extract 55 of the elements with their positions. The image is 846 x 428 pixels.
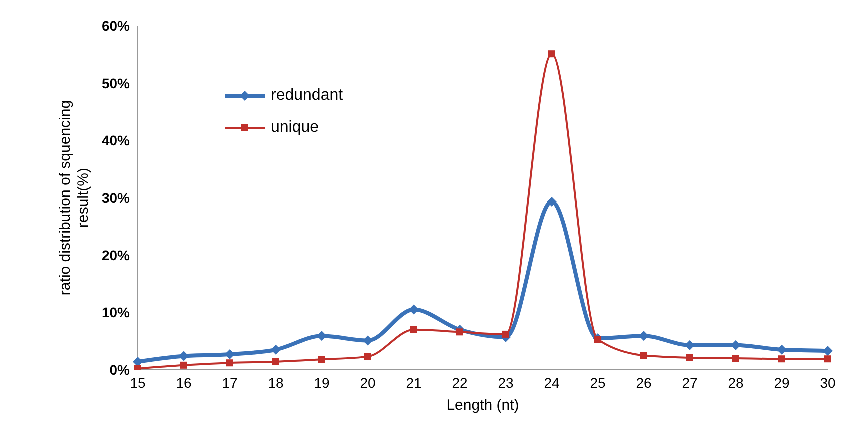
legend-label: unique (271, 119, 320, 137)
x-tick-label: 17 (222, 374, 238, 391)
x-tick-label: 23 (498, 374, 514, 391)
point (318, 356, 326, 364)
point (409, 304, 419, 315)
point (547, 197, 557, 208)
point (179, 351, 189, 362)
y-axis-title: ratio distribution of squencing result(%) (57, 100, 92, 296)
x-tick-label: 16 (176, 374, 192, 391)
x-tick-label: 30 (820, 374, 836, 391)
point (640, 352, 648, 360)
x-tick-label: 21 (406, 374, 422, 391)
x-tick-label: 29 (774, 374, 790, 391)
point (594, 336, 602, 344)
point (502, 330, 510, 338)
x-tick-label: 19 (314, 374, 330, 391)
point (364, 353, 372, 360)
point (226, 360, 234, 367)
point (180, 362, 188, 369)
x-tick-label: 27 (682, 374, 698, 391)
point (317, 331, 327, 342)
point (639, 331, 649, 342)
point (778, 356, 786, 363)
point (410, 326, 418, 334)
x-tick-label: 20 (360, 374, 376, 391)
y-tick-label: 40% (102, 132, 131, 149)
y-tick-label: 50% (102, 75, 131, 92)
x-tick-label: 24 (544, 374, 560, 391)
point (824, 356, 832, 363)
y-tick-label: 20% (102, 247, 131, 264)
x-tick-label: 28 (728, 374, 744, 391)
point (777, 344, 787, 355)
point (548, 50, 556, 58)
x-tick-label: 22 (452, 374, 468, 391)
point (731, 340, 741, 350)
point (225, 350, 235, 360)
x-tick-label: 15 (130, 374, 146, 391)
point (686, 354, 694, 362)
point (271, 344, 281, 355)
point (823, 346, 833, 356)
y-tick-label: 0% (110, 362, 131, 378)
legend-label: redundant (271, 87, 344, 105)
x-tick-label: 26 (636, 374, 652, 391)
y-tick-label: 60% (102, 18, 131, 34)
x-tick-label: 18 (268, 374, 284, 391)
y-tick-label: 10% (102, 304, 131, 321)
point (732, 355, 740, 362)
y-tick-label: 30% (102, 190, 131, 206)
point (685, 340, 695, 350)
point (456, 328, 464, 336)
point (133, 356, 143, 367)
point (272, 358, 280, 366)
x-tick-label: 25 (590, 374, 606, 391)
x-axis-title: Length (nt) (446, 397, 520, 414)
point (363, 336, 373, 346)
